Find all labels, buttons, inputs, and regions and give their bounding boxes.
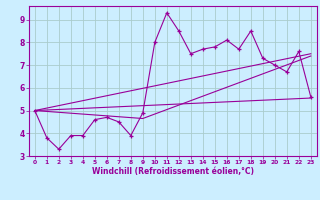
X-axis label: Windchill (Refroidissement éolien,°C): Windchill (Refroidissement éolien,°C) [92,167,254,176]
